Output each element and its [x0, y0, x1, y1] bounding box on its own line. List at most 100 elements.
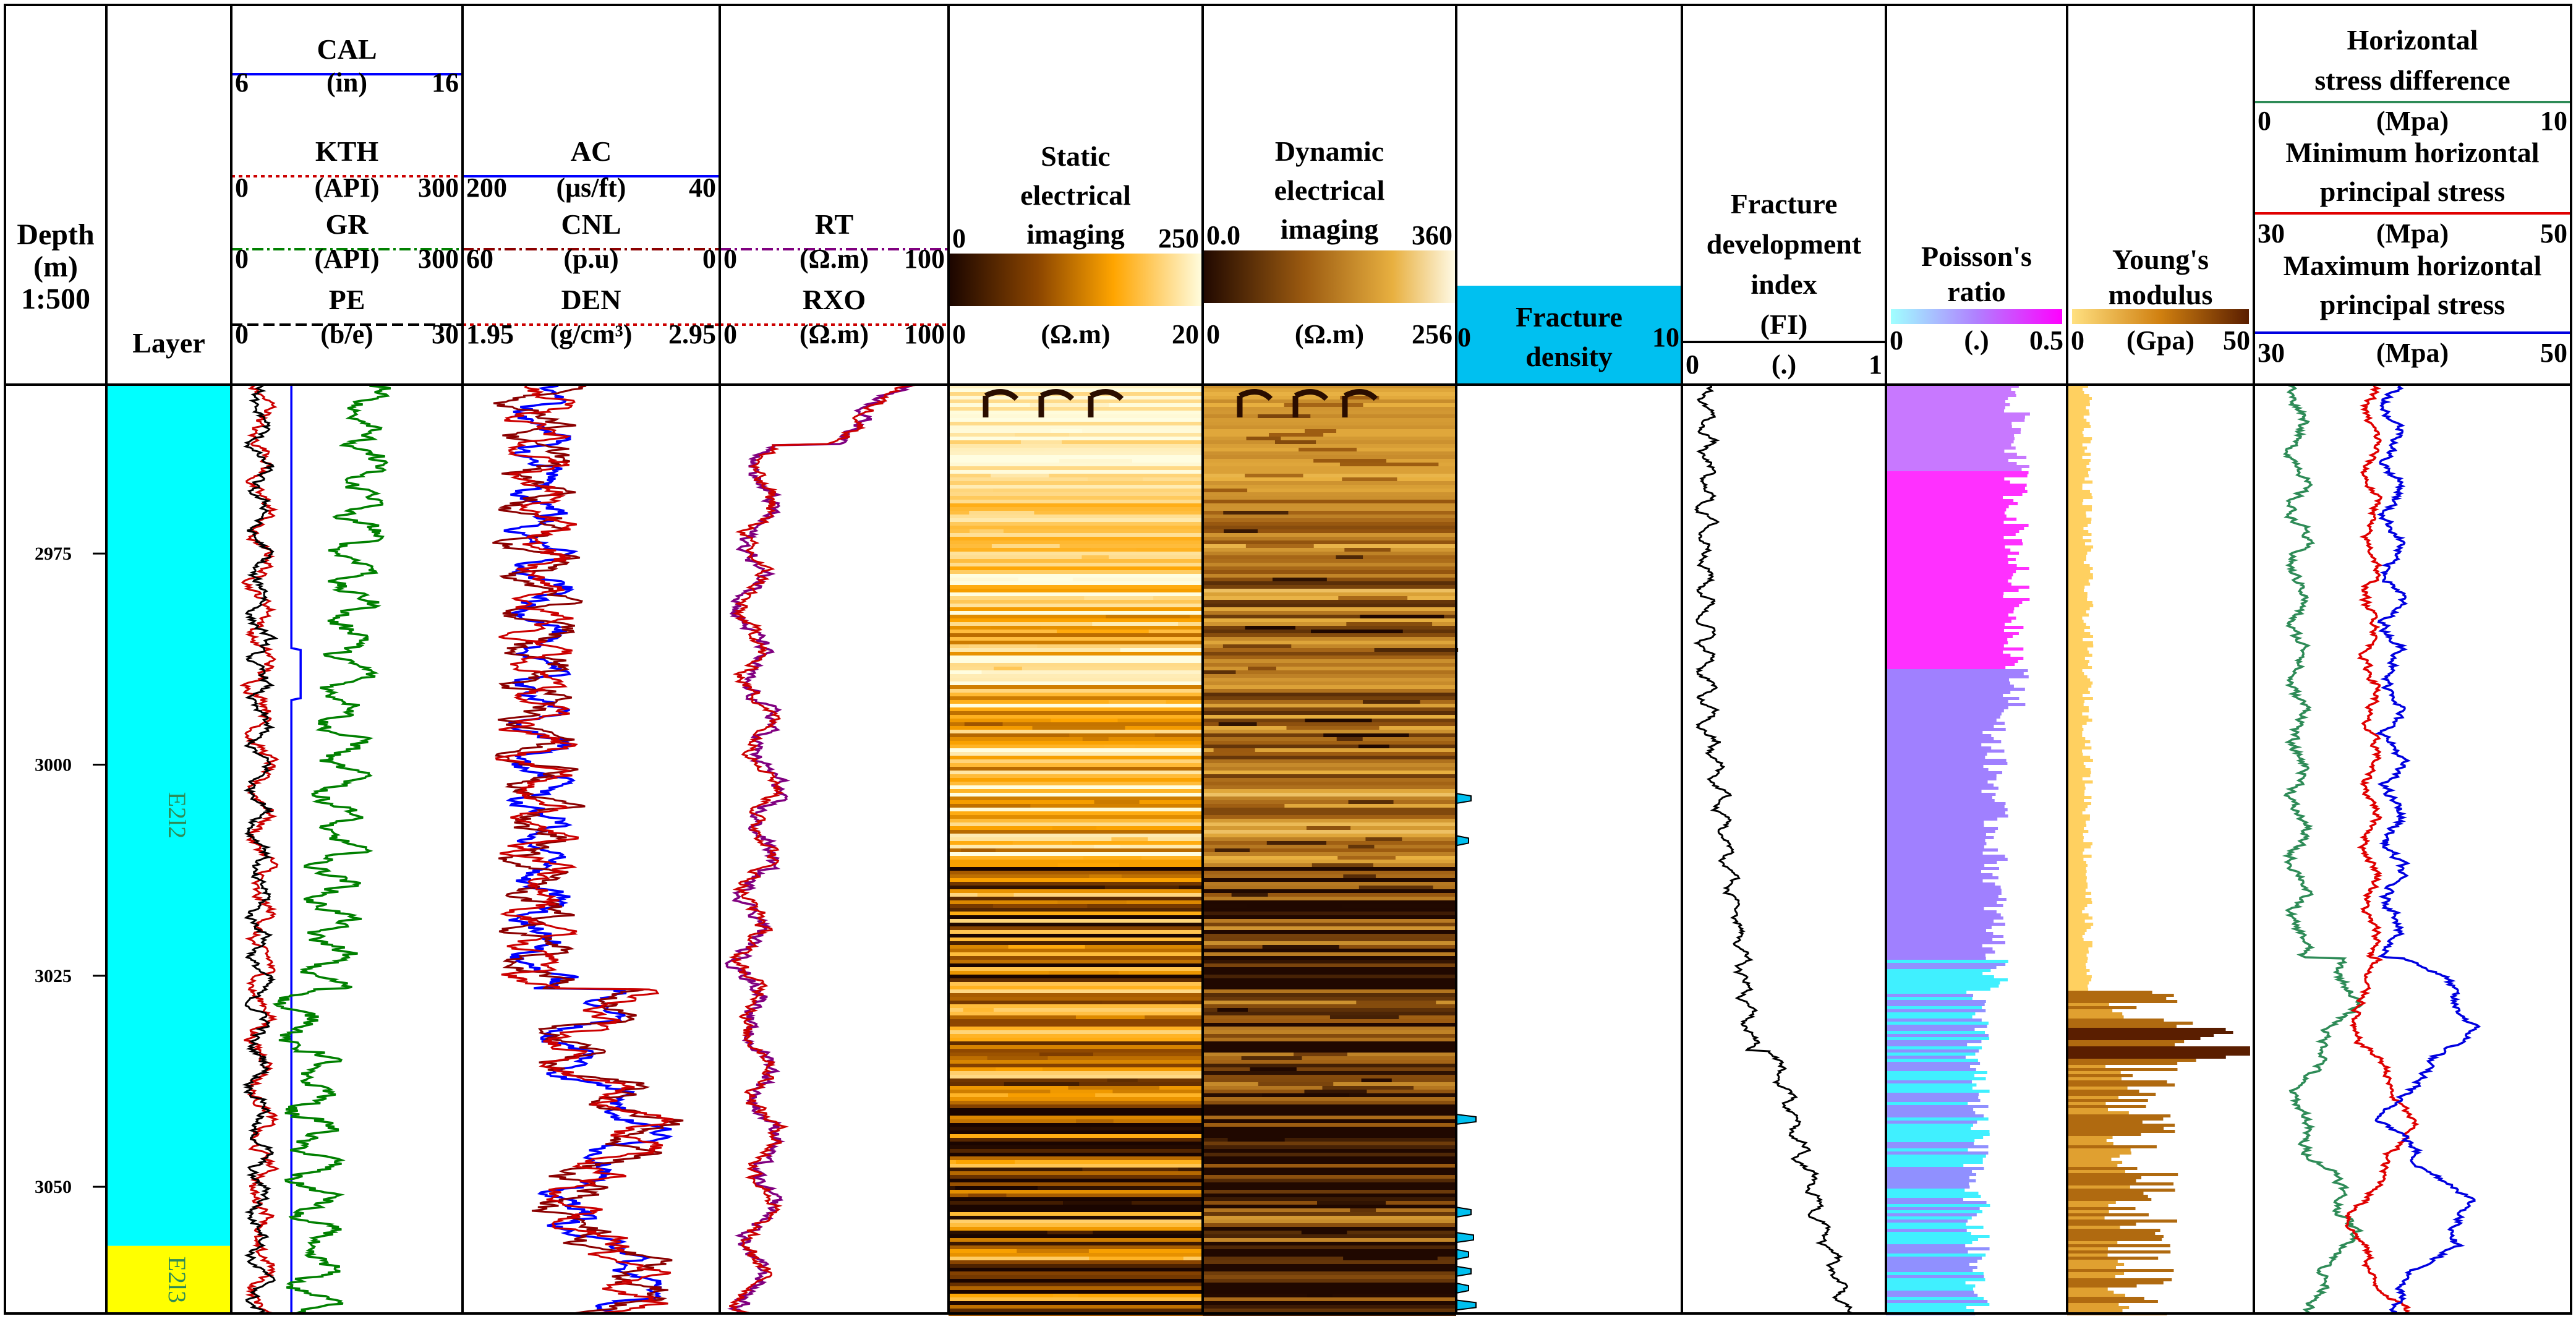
- stress-title: principal stress: [2320, 176, 2505, 207]
- dynamic-band: [1203, 418, 1456, 422]
- static-band: [949, 748, 1203, 752]
- fracture-density-title: density: [1525, 341, 1613, 372]
- dynamic-band: [1203, 967, 1456, 971]
- static-band: [949, 707, 1203, 711]
- poisson-bar: [1886, 1056, 1966, 1059]
- static-band: [949, 771, 1203, 774]
- poisson-bar: [1886, 1090, 1990, 1093]
- curve-scale-unit: (API): [314, 173, 379, 203]
- static-patch: [964, 722, 1003, 726]
- static-patch: [1008, 945, 1085, 949]
- young-bar: [2067, 1294, 2125, 1297]
- stress-scale-max: 50: [2540, 338, 2567, 368]
- poisson-bar: [1886, 1309, 1974, 1312]
- static-band: [949, 930, 1203, 934]
- static-band: [949, 1149, 1203, 1153]
- stress-title: Minimum horizontal: [2285, 137, 2539, 168]
- dynamic-band: [1203, 385, 1456, 388]
- static-band: [949, 975, 1203, 978]
- young-bar: [2067, 681, 2093, 685]
- young-bar: [2067, 848, 2084, 852]
- static-band: [949, 822, 1203, 826]
- poisson-bar: [1886, 561, 2008, 564]
- static-band: [949, 804, 1203, 808]
- static-patch: [1076, 1119, 1114, 1123]
- poisson-bar: [1886, 762, 2008, 765]
- static-band: [949, 741, 1203, 745]
- young-bar: [2067, 1232, 2156, 1235]
- static-band: [949, 1019, 1203, 1023]
- fracture-density-title: Fracture: [1516, 301, 1623, 333]
- curve-scale-unit: (Ω.m): [800, 244, 869, 274]
- young-bar: [2067, 1288, 2108, 1291]
- poisson-bar: [1886, 1046, 1982, 1049]
- dynamic-patch: [1245, 544, 1314, 548]
- dynamic-band: [1203, 1112, 1456, 1116]
- dynamic-band: [1203, 893, 1456, 897]
- dynamic-band: [1203, 878, 1456, 882]
- static-band: [949, 908, 1203, 912]
- poisson-bar: [1886, 635, 2013, 638]
- static-patch: [1052, 826, 1097, 830]
- static-band: [949, 466, 1203, 470]
- fracture-density-min: 0: [1457, 322, 1471, 352]
- dynamic-band: [1203, 1309, 1456, 1312]
- static-band: [949, 1197, 1203, 1201]
- static-band: [949, 1067, 1203, 1071]
- poisson-bar: [1886, 719, 1997, 722]
- static-patch: [1068, 1086, 1160, 1090]
- gr-curve: [272, 383, 391, 1315]
- static-band: [949, 596, 1203, 600]
- static-band: [949, 526, 1203, 529]
- static-band: [949, 678, 1203, 681]
- dynamic-band: [1203, 1190, 1456, 1194]
- young-bar: [2067, 536, 2083, 539]
- dynamic-band: [1203, 515, 1456, 518]
- dynamic-band: [1203, 444, 1456, 448]
- young-bar: [2067, 938, 2084, 941]
- dynamic-band: [1203, 952, 1456, 956]
- poisson-bar: [1886, 722, 2005, 725]
- young-bar: [2067, 555, 2086, 558]
- young-scale-unit: (Gpa): [2126, 325, 2194, 356]
- poisson-bar: [1886, 549, 2011, 552]
- young-bar: [2067, 1204, 2109, 1207]
- young-bar: [2067, 852, 2083, 855]
- poisson-bar: [1886, 1059, 1978, 1062]
- poisson-bar: [1886, 598, 2030, 601]
- static-band: [949, 477, 1203, 481]
- min-stress-curve: [2344, 383, 2420, 1315]
- poisson-bar: [1886, 1247, 1990, 1250]
- static-band: [949, 1097, 1203, 1101]
- static-scale-max: 20: [1172, 319, 1199, 349]
- poisson-bar: [1886, 542, 2023, 545]
- young-bar: [2067, 694, 2083, 697]
- young-bar: [2067, 1213, 2149, 1216]
- static-band: [949, 1286, 1203, 1290]
- depth-label: 1:500: [21, 283, 90, 315]
- curve-scale-max: 0: [702, 244, 716, 274]
- static-patch: [1051, 719, 1118, 722]
- young-bar: [2067, 929, 2087, 932]
- poisson-bar: [1886, 700, 2008, 703]
- dynamic-patch: [1343, 1257, 1438, 1260]
- static-band: [949, 681, 1203, 685]
- dynamic-band: [1203, 1182, 1456, 1186]
- static-patch: [1030, 403, 1109, 407]
- dynamic-band: [1203, 978, 1456, 982]
- static-band: [949, 819, 1203, 822]
- stress-scale-unit: (Mpa): [2376, 218, 2449, 249]
- static-band: [949, 626, 1203, 630]
- dynamic-band: [1203, 414, 1456, 418]
- young-bar: [2067, 1114, 2171, 1117]
- curve-name: CAL: [317, 33, 377, 65]
- poisson-bar: [1886, 938, 1993, 941]
- layer-label: E2l2: [163, 792, 191, 839]
- static-patch: [963, 1008, 994, 1012]
- dynamic-patch: [1360, 615, 1444, 618]
- young-bar: [2067, 867, 2086, 870]
- dynamic-patch: [1266, 841, 1327, 845]
- dynamic-patch: [1349, 867, 1391, 871]
- fracture-density-spike: [1456, 1265, 1472, 1277]
- static-band: [949, 540, 1203, 544]
